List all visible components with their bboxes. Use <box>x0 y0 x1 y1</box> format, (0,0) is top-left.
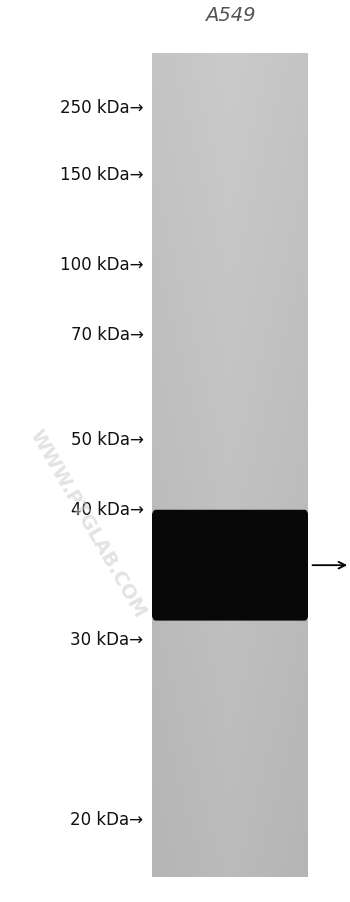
FancyBboxPatch shape <box>149 511 311 621</box>
Text: 150 kDa→: 150 kDa→ <box>60 166 144 184</box>
Text: A549: A549 <box>205 6 256 25</box>
Text: 100 kDa→: 100 kDa→ <box>60 255 144 273</box>
Text: 40 kDa→: 40 kDa→ <box>71 501 144 519</box>
Ellipse shape <box>173 524 287 539</box>
Text: 30 kDa→: 30 kDa→ <box>70 630 144 649</box>
Text: WWW.PTGLAB.COM: WWW.PTGLAB.COM <box>26 426 149 621</box>
Text: 50 kDa→: 50 kDa→ <box>71 430 144 448</box>
Text: 20 kDa→: 20 kDa→ <box>70 810 144 828</box>
Text: 250 kDa→: 250 kDa→ <box>60 99 144 117</box>
Text: 70 kDa→: 70 kDa→ <box>71 326 144 344</box>
Ellipse shape <box>177 593 284 606</box>
